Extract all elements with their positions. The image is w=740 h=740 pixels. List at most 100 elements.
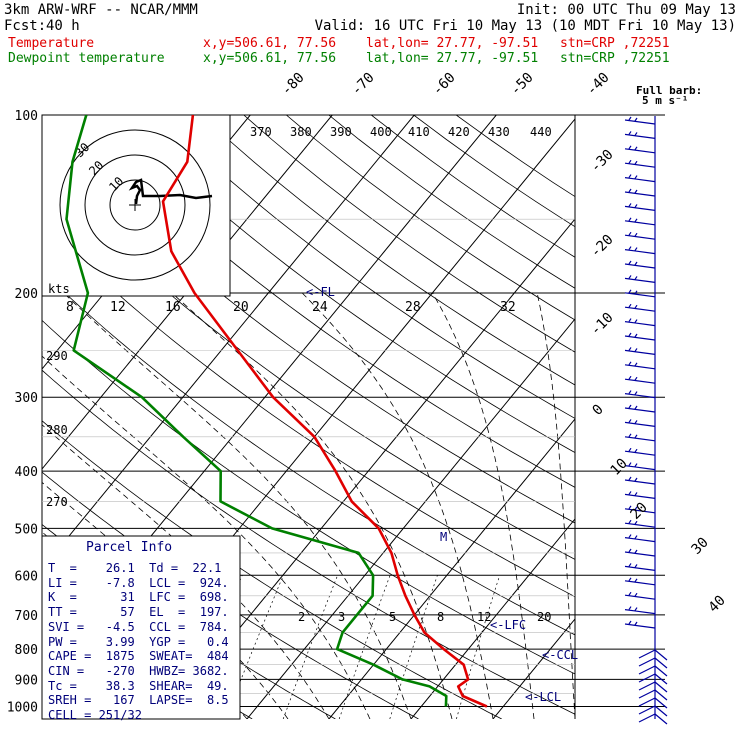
moist-adiabat-line	[63, 292, 412, 719]
isotherm-line	[492, 618, 575, 719]
temperature-profile	[161, 115, 488, 708]
pressure-label: 600	[15, 569, 38, 584]
parcel-info-row: K = 31 LFC = 698.	[48, 590, 229, 605]
legend-dewpoint: Dewpoint temperature	[8, 51, 165, 66]
mixing-ratio-line	[282, 575, 338, 719]
moist-adiabat-line	[536, 292, 575, 719]
pressure-label: 500	[15, 522, 38, 537]
mixing-ratio-label: 5	[389, 610, 396, 624]
parcel-info-box	[41, 535, 241, 720]
wind-barb	[624, 563, 656, 571]
isotherm-line	[246, 318, 575, 719]
wind-barb	[638, 697, 668, 709]
mixing-ratio-label: 2	[298, 610, 305, 624]
parcel-info-row: Tc = 38.3 SHEAR= 49.	[48, 678, 229, 693]
temperature-label: -40	[584, 70, 613, 99]
theta-label: 370	[250, 125, 272, 139]
parcel-info-row: CELL = 251/32	[48, 708, 142, 722]
parcel-info-row: CAPE = 1875 SWEAT= 484	[48, 649, 229, 664]
isotherm-line	[0, 115, 4, 719]
parcel-info-row: TT = 57 EL = 197.	[48, 605, 229, 620]
lfc-marker: <-LFC	[490, 618, 526, 632]
wind-barb	[624, 231, 656, 240]
wind-barb	[624, 145, 656, 154]
parcel-info-row: LI = -7.8 LCL = 924.	[48, 575, 229, 590]
m-marker: M	[440, 530, 447, 544]
speed-tick-label: 12	[110, 300, 126, 315]
barb-legend-units: 5 m s⁻¹	[642, 94, 688, 107]
ccl-marker: <-CCL	[542, 648, 578, 662]
temperature-label: 40	[706, 593, 729, 616]
temperature-label: -10	[588, 310, 617, 339]
temp-xy: x,y=506.61, 77.56	[203, 36, 337, 51]
wind-barb	[624, 505, 656, 514]
wind-barb	[624, 419, 656, 427]
wind-barb	[624, 462, 656, 471]
dry-adiabat-line	[413, 115, 575, 228]
wind-barb	[624, 188, 656, 197]
wind-barb	[624, 620, 656, 629]
dry-adiabat-line	[42, 369, 575, 715]
parcel-info-row: SVI = -4.5 CCL = 784.	[48, 619, 229, 634]
wind-barb	[624, 159, 656, 168]
isotherm-line	[410, 518, 575, 719]
parcel-info-row: SREH = 167 LAPSE= 8.5	[48, 693, 229, 708]
wind-barb	[624, 361, 656, 370]
valid-time: Valid: 16 UTC Fri 10 May 13 (10 MDT Fri …	[314, 18, 736, 34]
hodograph-ring	[84, 154, 186, 256]
dry-adiabat-line	[73, 115, 575, 488]
wind-barb	[624, 217, 656, 226]
pressure-label: 300	[15, 391, 38, 406]
wind-barb	[638, 705, 668, 717]
dew-station: stn=CRP ,72251	[560, 51, 670, 66]
dewpoint-profile	[65, 115, 448, 707]
theta-label: 440	[530, 125, 552, 139]
theta-label: 430	[488, 125, 510, 139]
temperature-label: 0	[590, 402, 607, 419]
wind-barb	[624, 275, 656, 283]
theta-label: 380	[290, 125, 312, 139]
temperature-label: 30	[689, 535, 712, 558]
hodograph-trace	[128, 178, 213, 205]
dry-adiabat-line	[42, 126, 575, 524]
wind-barb	[624, 433, 656, 442]
speed-tick-label: 28	[405, 300, 421, 315]
moist-adiabat-line	[42, 355, 371, 719]
pressure-label: 1000	[7, 700, 38, 715]
speed-tick-label: 32	[500, 300, 516, 315]
parcel-info-row: CIN = -270 HWBZ= 3682.	[48, 663, 229, 678]
fcst-label: Fcst:	[4, 18, 47, 34]
mixing-ratio-line	[389, 575, 438, 719]
theta-label: 390	[330, 125, 352, 139]
wind-barb	[638, 673, 668, 685]
wind-barb	[624, 375, 656, 384]
isotherm-line	[657, 115, 740, 719]
model-title: 3km ARW-WRF -- NCAR/MMM	[4, 2, 198, 18]
speed-tick-label: 20	[233, 300, 249, 315]
parcel-info-row: PW = 3.99 YGP = 0.4	[48, 634, 229, 649]
dew-xy: x,y=506.61, 77.56	[203, 51, 337, 66]
barb-legend-title: Full barb:	[636, 84, 702, 97]
wind-barb	[624, 519, 656, 528]
wind-barb	[624, 174, 656, 183]
wind-barb	[624, 289, 656, 298]
wind-barb	[624, 332, 656, 341]
theta-label: 420	[448, 125, 470, 139]
wind-barb	[624, 246, 656, 255]
init-time: Init: 00 UTC Thu 09 May 13	[516, 2, 736, 18]
temperature-label: -60	[430, 70, 459, 99]
wind-barb	[624, 491, 656, 499]
dry-adiabat-line	[158, 115, 575, 419]
dry-adiabat-line	[42, 222, 575, 598]
wind-barb	[624, 390, 656, 399]
moist-adiabat-line	[301, 292, 494, 719]
wind-barb	[638, 649, 668, 661]
pressure-label: 400	[15, 465, 38, 480]
mixing-ratio-line	[338, 575, 391, 719]
temperature-label: -30	[588, 147, 617, 176]
speed-tick-label: 16	[165, 300, 181, 315]
wind-barb	[624, 116, 656, 125]
moist-adiabat-line	[432, 292, 535, 719]
wind-barb	[624, 447, 656, 456]
parcel-info-row: T = 26.1 Td = 22.1	[48, 561, 222, 575]
